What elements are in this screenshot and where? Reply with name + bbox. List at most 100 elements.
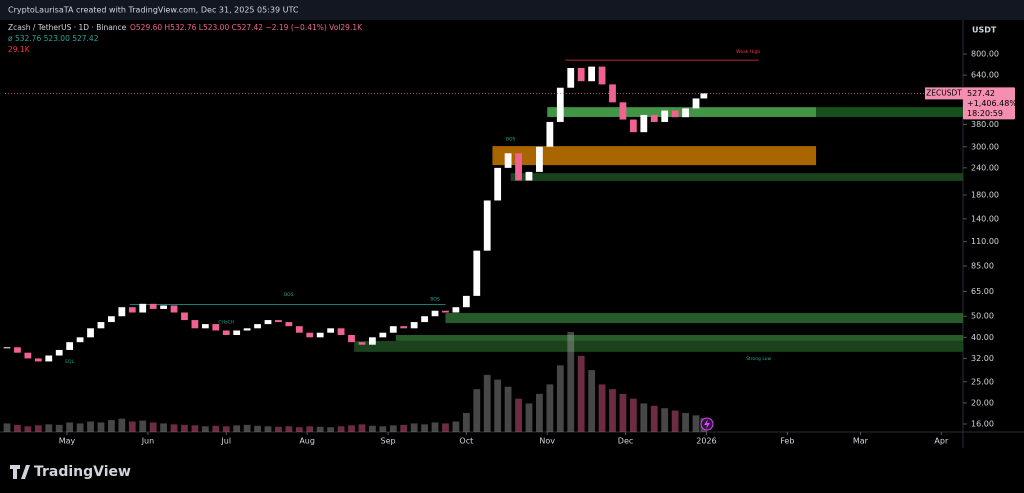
volume-bar bbox=[494, 379, 502, 432]
volume-bar bbox=[170, 424, 178, 432]
candle bbox=[66, 342, 74, 350]
candle bbox=[160, 305, 167, 309]
candle bbox=[577, 67, 585, 82]
volume-bar bbox=[410, 423, 418, 432]
candle bbox=[609, 84, 616, 103]
volume-bar bbox=[295, 427, 303, 432]
volume-bar bbox=[306, 426, 314, 432]
candle bbox=[191, 320, 199, 329]
volume-bar bbox=[588, 370, 596, 432]
x-tick-label: Nov bbox=[539, 437, 555, 446]
candle bbox=[431, 310, 439, 317]
volume-bar bbox=[233, 425, 241, 432]
volume-bar bbox=[650, 405, 658, 432]
candle bbox=[55, 349, 63, 356]
annotation: BOS bbox=[506, 137, 516, 143]
volume-bar bbox=[692, 415, 700, 432]
zone bbox=[395, 334, 964, 341]
volume-bar bbox=[556, 365, 564, 432]
y-tick-label: 180.00 bbox=[971, 191, 999, 200]
candle bbox=[233, 330, 241, 335]
annotation: EQL bbox=[65, 359, 74, 365]
volume-bar bbox=[598, 384, 606, 432]
candle bbox=[400, 326, 408, 329]
candle bbox=[275, 320, 282, 323]
candle bbox=[316, 332, 324, 338]
volume-bar bbox=[462, 412, 470, 432]
volume-bar bbox=[442, 423, 449, 432]
volume-bar bbox=[567, 332, 575, 432]
volume-bar bbox=[108, 420, 115, 432]
price-tag bbox=[963, 87, 1015, 120]
x-tick-label: Feb bbox=[780, 437, 794, 446]
candle bbox=[536, 146, 543, 172]
x-tick-label: Oct bbox=[459, 437, 473, 446]
volume-bar bbox=[285, 426, 293, 432]
volume-bar bbox=[76, 423, 84, 432]
candle bbox=[494, 167, 502, 201]
x-tick-label: Jun bbox=[141, 437, 155, 446]
annotation: BOS bbox=[430, 296, 440, 302]
annotation: Weak High bbox=[736, 49, 760, 55]
candle bbox=[149, 303, 157, 309]
x-tick-label: Aug bbox=[299, 437, 315, 446]
volume-bar bbox=[661, 408, 669, 432]
candle bbox=[285, 322, 293, 327]
candle bbox=[452, 307, 460, 313]
candle bbox=[368, 337, 376, 345]
volume-bar bbox=[128, 421, 136, 432]
volume-bar bbox=[212, 425, 220, 432]
candle bbox=[556, 87, 564, 122]
volume-bar bbox=[243, 424, 251, 432]
candle bbox=[598, 66, 606, 85]
volume-bar bbox=[389, 425, 397, 432]
annotation: Strong Low bbox=[746, 356, 771, 362]
y-tick-label: 800.00 bbox=[971, 49, 999, 58]
x-tick-label: Jul bbox=[220, 437, 231, 446]
candle bbox=[629, 119, 637, 133]
x-tick-label: Dec bbox=[618, 437, 633, 446]
candle bbox=[546, 121, 554, 147]
volume-bar bbox=[97, 422, 105, 432]
volume-bar bbox=[421, 424, 428, 432]
candle bbox=[619, 102, 627, 120]
candle bbox=[170, 305, 178, 313]
header-text: CryptoLaurisaTA created with TradingView… bbox=[8, 6, 299, 15]
candle bbox=[567, 67, 575, 88]
candle bbox=[421, 316, 428, 323]
candle bbox=[327, 328, 335, 333]
volume-bar bbox=[452, 421, 460, 432]
zone bbox=[492, 146, 817, 166]
zone bbox=[510, 173, 963, 181]
candle bbox=[504, 153, 512, 168]
y-tick-label: 380.00 bbox=[971, 120, 999, 129]
candle bbox=[139, 303, 147, 313]
volume-bar bbox=[629, 398, 637, 432]
candle bbox=[661, 110, 669, 122]
volume-bar bbox=[254, 425, 261, 432]
volume-bar bbox=[525, 403, 533, 432]
candle bbox=[254, 324, 261, 329]
y-tick-label: 65.00 bbox=[971, 287, 994, 296]
candle bbox=[34, 358, 42, 362]
candle bbox=[118, 307, 126, 317]
candle bbox=[3, 347, 11, 349]
y-tick-label: 85.00 bbox=[971, 262, 994, 271]
price-tag-change: +1,406.48% bbox=[967, 99, 1017, 108]
y-tick-label: 25.00 bbox=[971, 377, 994, 386]
candle bbox=[243, 328, 251, 331]
candle bbox=[45, 355, 53, 362]
volume-bar bbox=[45, 424, 53, 432]
volume-bar bbox=[431, 422, 439, 432]
candle bbox=[442, 310, 449, 313]
volume-bar bbox=[536, 393, 543, 432]
candle bbox=[692, 98, 700, 109]
currency: USDT bbox=[972, 26, 997, 35]
volume-bar bbox=[191, 425, 199, 432]
candle bbox=[389, 326, 397, 333]
legend-indicator: ø 532.76 523.00 527.42 bbox=[8, 34, 99, 43]
candle bbox=[515, 153, 522, 181]
candle bbox=[483, 200, 491, 251]
